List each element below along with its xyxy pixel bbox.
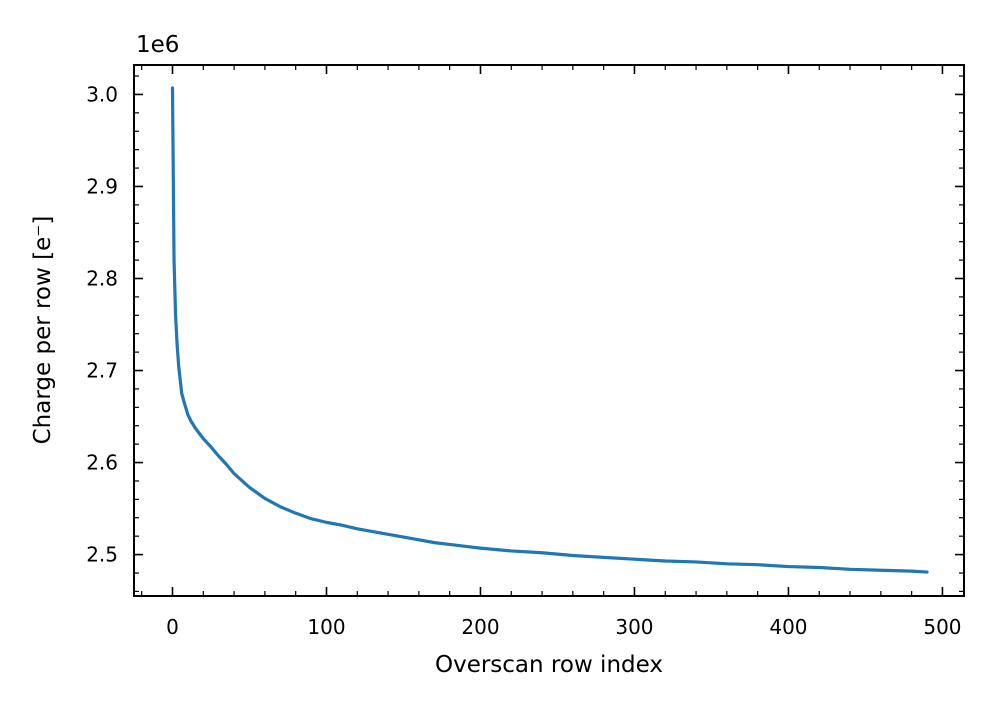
- x-axis-ticks: 0 100 200 300 400 500: [141, 65, 962, 639]
- x-tick-label: 400: [769, 615, 807, 639]
- y-tick-label: 2.6: [86, 451, 118, 475]
- y-tick-label: 3.0: [86, 82, 118, 106]
- y-offset-label: 1e6: [136, 32, 179, 58]
- plot-background: [134, 65, 964, 596]
- x-tick-label: 100: [307, 615, 345, 639]
- y-tick-label: 2.9: [86, 174, 118, 198]
- x-tick-label: 300: [615, 615, 653, 639]
- y-tick-label: 2.5: [86, 543, 118, 567]
- y-tick-label: 2.8: [86, 267, 118, 291]
- x-tick-label: 500: [923, 615, 961, 639]
- x-tick-label: 0: [166, 615, 179, 639]
- x-tick-label: 200: [461, 615, 499, 639]
- y-axis-label: Charge per row [e⁻]: [30, 216, 56, 445]
- y-tick-label: 2.7: [86, 359, 118, 383]
- x-axis-label: Overscan row index: [435, 652, 663, 678]
- plot-frame: [133, 64, 965, 597]
- series-line: [170, 86, 929, 574]
- series-layer: [170, 86, 929, 574]
